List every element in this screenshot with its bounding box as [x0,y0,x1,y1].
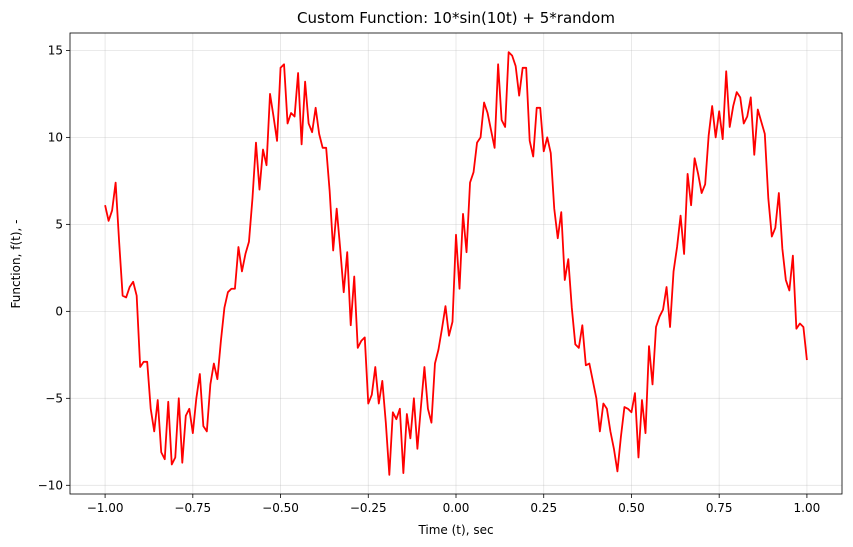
x-tick-label: 0.00 [443,501,470,515]
x-tick-label: 0.25 [530,501,557,515]
x-tick-label: −1.00 [87,501,124,515]
x-axis: −1.00 −0.75 −0.50 −0.25 0.00 0.25 0.50 0.75 1.00 [87,494,821,515]
y-tick-label: 10 [48,130,63,144]
x-axis-label: Time (t), sec [417,523,493,537]
x-tick-label: 0.75 [706,501,733,515]
x-tick-label: −0.25 [350,501,387,515]
y-tick-label: 15 [48,43,63,57]
y-tick-label: −10 [38,478,63,492]
series-group [104,51,808,476]
x-tick-label: −0.50 [262,501,299,515]
series-line [104,51,808,476]
grid [70,33,842,494]
y-axis-label: Function, f(t), - [9,220,23,309]
chart-title: Custom Function: 10*sin(10t) + 5*random [297,9,615,27]
y-tick-label: 5 [55,217,63,231]
y-tick-label: 0 [55,304,63,318]
x-tick-label: 1.00 [794,501,821,515]
y-axis: −10 −5 0 5 10 15 [38,43,70,492]
x-tick-label: −0.75 [174,501,211,515]
x-tick-label: 0.50 [618,501,645,515]
y-tick-label: −5 [45,391,63,405]
